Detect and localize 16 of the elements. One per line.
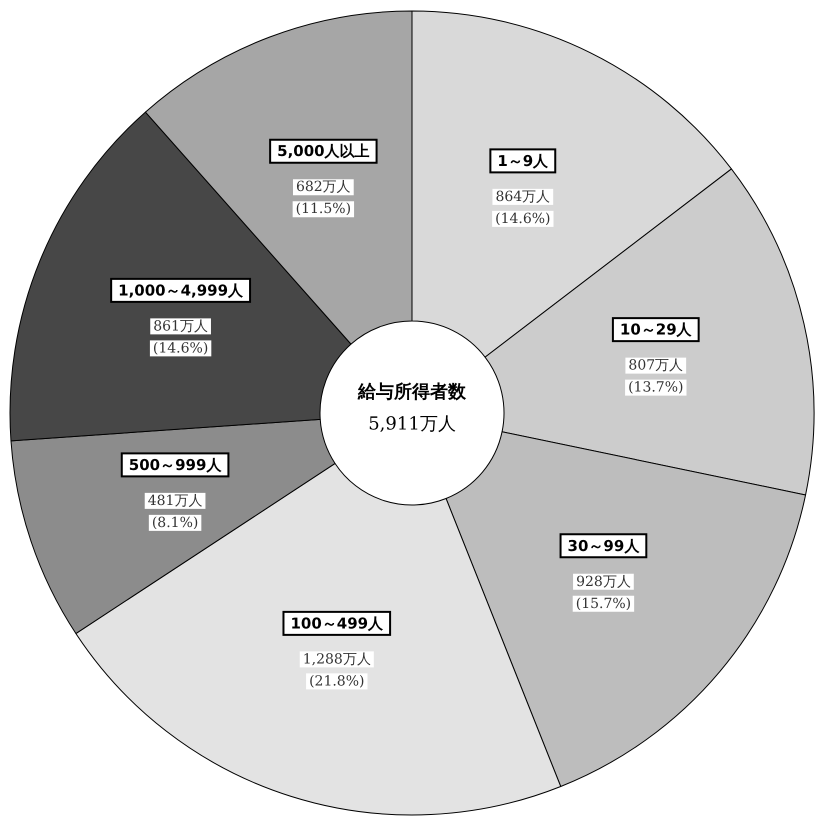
slice-label: 5,000人以上 bbox=[277, 142, 370, 160]
text: 5,911万人 bbox=[368, 414, 456, 434]
data-label: 928万人 (15.7%) bbox=[576, 574, 632, 612]
data-label: 807万人 (13.7%) bbox=[628, 358, 684, 396]
slice-label: 100～499人 bbox=[290, 614, 384, 632]
slice-label: 500～999人 bbox=[128, 456, 222, 474]
data-label: 861万人 (14.6%) bbox=[152, 318, 208, 356]
data-label: 682万人 (11.5%) bbox=[296, 179, 352, 218]
slice-label: 10～29人 bbox=[620, 320, 693, 339]
data-label: 481万人 (8.1%) bbox=[148, 492, 202, 531]
slice-label: 1～9人 bbox=[497, 152, 550, 170]
data-label: 1,288万人 (21.8%) bbox=[302, 651, 371, 690]
data-label: 864万人 (14.6%) bbox=[495, 188, 551, 227]
slice-label: 1,000～4,999人 bbox=[118, 281, 244, 300]
slice-label: 30～99人 bbox=[568, 536, 640, 555]
text: 給与所得者数 bbox=[357, 382, 467, 402]
